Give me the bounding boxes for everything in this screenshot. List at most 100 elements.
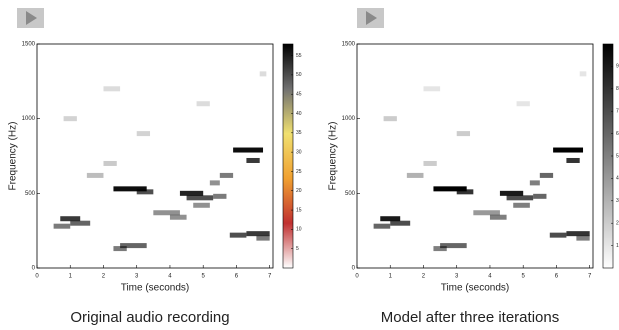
spectral-segment <box>186 195 214 201</box>
spectral-segment <box>406 172 424 178</box>
colorbar-tick-label: 55 <box>296 53 302 59</box>
spectral-segment <box>63 116 77 122</box>
spectral-segment <box>423 86 441 92</box>
spectral-segment <box>456 189 474 195</box>
spectral-segment <box>219 172 234 178</box>
colorbar-tick-label: 20 <box>296 188 302 194</box>
colorbar-tick-label: 5 <box>616 153 619 159</box>
spectral-segment <box>499 190 524 196</box>
play-button[interactable] <box>17 8 44 28</box>
x-tick-label: 1 <box>389 274 393 280</box>
spectral-segment <box>506 195 534 201</box>
spectral-segment <box>433 246 447 252</box>
y-tick-label: 0 <box>32 266 36 272</box>
colorbar-tick-label: 35 <box>296 130 302 136</box>
spectral-segment <box>513 202 530 208</box>
y-tick-label: 1500 <box>22 42 36 48</box>
y-tick-label: 1000 <box>342 116 356 122</box>
spectral-segment <box>60 216 81 222</box>
spectral-segment <box>433 186 467 192</box>
spectral-segment <box>136 131 151 137</box>
x-axis-label: Time (seconds) <box>121 283 190 294</box>
colorbar-tick-label: 5 <box>296 246 299 252</box>
play-icon[interactable] <box>26 11 37 25</box>
spectral-segment <box>579 71 587 77</box>
y-tick-label: 1000 <box>22 116 36 122</box>
x-tick-label: 4 <box>488 274 492 280</box>
colorbar-tick-label: 2 <box>616 221 619 227</box>
spectral-segment <box>246 157 260 163</box>
colorbar-tick-label: 50 <box>296 72 302 78</box>
spectral-segment <box>153 210 180 216</box>
spectral-segment <box>213 193 227 199</box>
x-tick-label: 2 <box>102 274 106 280</box>
x-tick-label: 5 <box>202 274 206 280</box>
x-tick-label: 5 <box>522 274 526 280</box>
spectral-segment <box>516 101 530 107</box>
colorbar <box>282 43 294 269</box>
colorbar-tick-label: 10 <box>296 227 302 233</box>
spectral-segment <box>229 232 247 238</box>
y-tick-label: 500 <box>345 191 356 197</box>
spectral-segment <box>533 193 547 199</box>
colorbar-tick-label: 6 <box>616 131 619 137</box>
plot-area <box>37 44 273 268</box>
colorbar-tick-label: 7 <box>616 109 619 115</box>
colorbar-tick-label: 30 <box>296 149 302 155</box>
caption: Model after three iterations <box>381 309 559 326</box>
x-axis-label: Time (seconds) <box>441 283 510 294</box>
spectral-segment <box>169 214 187 220</box>
plot-frame <box>356 43 594 269</box>
colorbar-tick-label: 3 <box>616 198 619 204</box>
plot-area <box>357 44 593 268</box>
x-tick-label: 6 <box>555 274 559 280</box>
spectral-segment <box>390 220 411 226</box>
spectral-segment <box>70 220 91 226</box>
spectral-segment <box>196 101 210 107</box>
spectral-segment <box>456 131 471 137</box>
spectral-segment <box>489 214 507 220</box>
spectral-segment <box>246 231 270 237</box>
spectral-segment <box>576 235 590 241</box>
colorbar-tick-label: 8 <box>616 86 619 92</box>
spectral-segment <box>566 157 580 163</box>
play-icon[interactable] <box>366 11 377 25</box>
spectral-segment <box>259 71 267 77</box>
y-tick-label: 500 <box>25 191 36 197</box>
spectral-segment <box>193 202 210 208</box>
colorbar-tick-label: 25 <box>296 169 302 175</box>
spectral-segment <box>103 160 117 166</box>
x-tick-label: 3 <box>455 274 459 280</box>
spectral-segment <box>566 231 590 237</box>
colorbar-tick-label: 40 <box>296 111 302 117</box>
spectral-segment <box>113 246 127 252</box>
x-tick-label: 0 <box>355 274 359 280</box>
spectral-segment <box>136 189 154 195</box>
colorbar-tick-label: 45 <box>296 92 302 98</box>
colorbar-tick-label: 15 <box>296 207 302 213</box>
x-tick-label: 6 <box>235 274 239 280</box>
spectral-segment <box>120 243 147 249</box>
x-tick-label: 7 <box>268 274 272 280</box>
spectral-segment <box>179 190 204 196</box>
y-tick-label: 0 <box>352 266 356 272</box>
spectral-segment <box>53 223 71 229</box>
spectral-segment <box>539 172 554 178</box>
play-button[interactable] <box>357 8 384 28</box>
spectral-segment <box>553 147 584 153</box>
spectral-segment <box>209 180 220 186</box>
spectral-segment <box>383 116 397 122</box>
x-tick-label: 4 <box>168 274 172 280</box>
spectral-segment <box>440 243 467 249</box>
spectral-segment <box>373 223 391 229</box>
spectral-segment <box>380 216 401 222</box>
x-tick-label: 2 <box>422 274 426 280</box>
colorbar-tick-label: 1 <box>616 243 619 249</box>
x-tick-label: 3 <box>135 274 139 280</box>
spectral-segment <box>113 186 147 192</box>
spectral-segment <box>549 232 567 238</box>
plot-frame <box>36 43 274 269</box>
spectral-segment <box>529 180 540 186</box>
